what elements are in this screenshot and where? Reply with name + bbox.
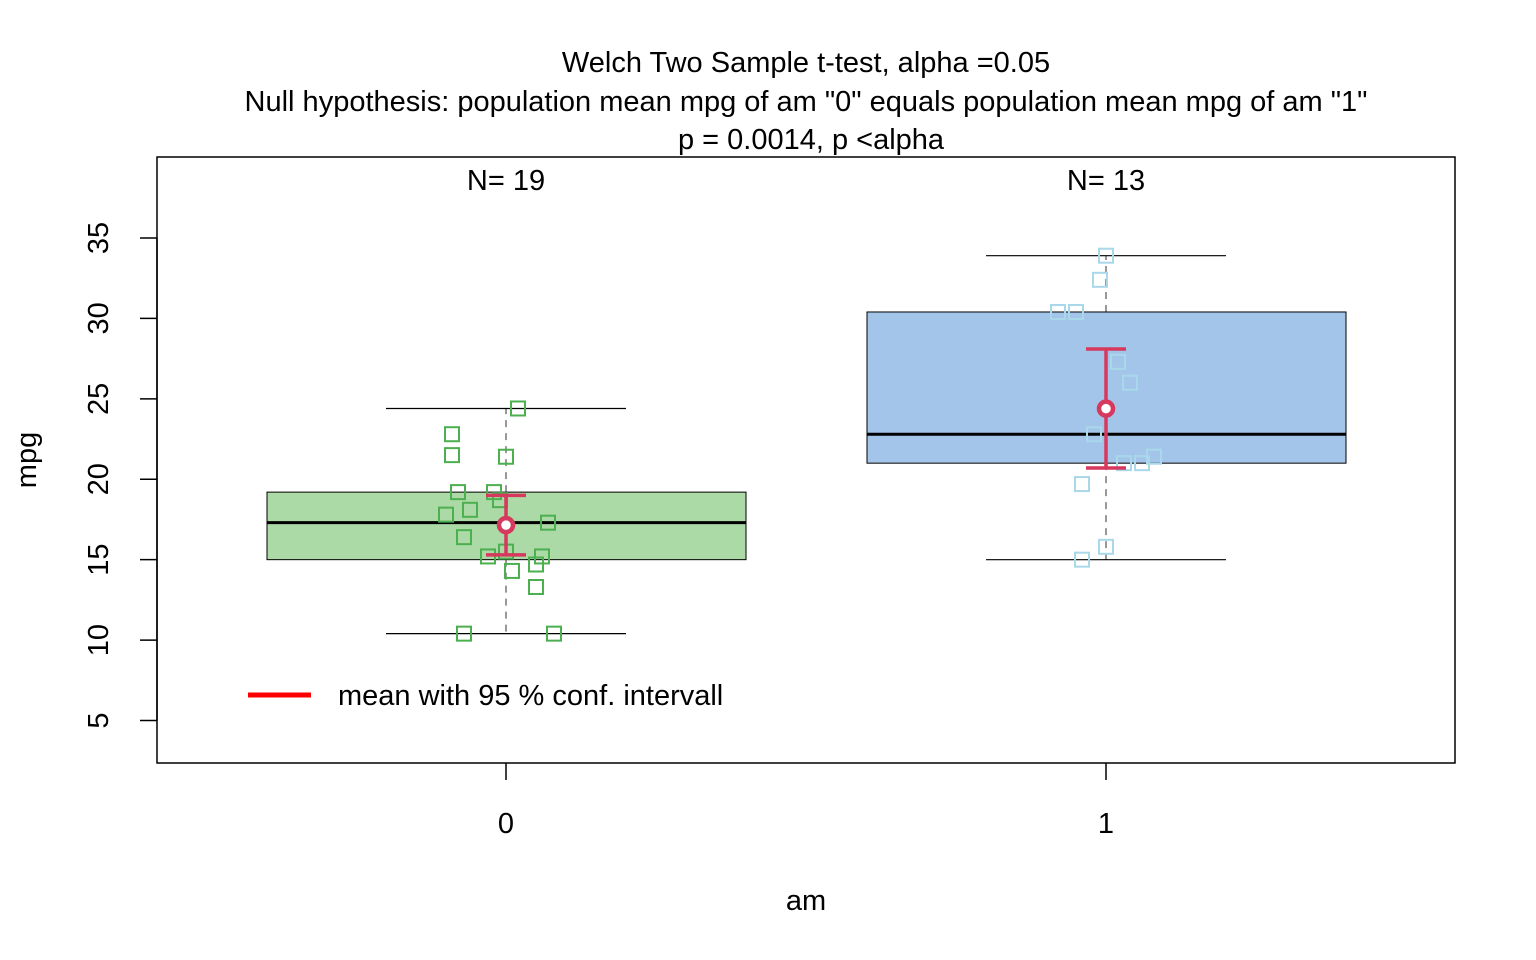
data-point bbox=[504, 562, 520, 579]
data-point bbox=[1092, 271, 1108, 288]
data-point bbox=[540, 514, 556, 531]
x-tick-label: 0 bbox=[498, 808, 514, 840]
data-point bbox=[462, 501, 478, 518]
title-line-2: Null hypothesis: population mean mpg of … bbox=[245, 86, 1368, 118]
title-line-3: p = 0.0014, p <alpha bbox=[678, 124, 945, 156]
data-point bbox=[1110, 353, 1126, 370]
x-axis-label: am bbox=[786, 885, 826, 917]
title-line-1: Welch Two Sample t-test, alpha =0.05 bbox=[562, 47, 1050, 79]
y-tick-label: 30 bbox=[83, 302, 115, 334]
data-point bbox=[1050, 303, 1066, 320]
y-tick-label: 20 bbox=[83, 463, 115, 495]
data-point bbox=[444, 426, 460, 443]
y-tick-label: 5 bbox=[83, 712, 115, 728]
data-point bbox=[1068, 303, 1084, 320]
data-point bbox=[546, 625, 562, 642]
y-axis: 5 10 15 20 25 30 35 bbox=[83, 222, 158, 729]
mean-marker bbox=[496, 515, 516, 535]
y-tick-label: 15 bbox=[83, 544, 115, 576]
data-point bbox=[1134, 455, 1150, 472]
legend: mean with 95 % conf. intervall bbox=[248, 680, 723, 712]
data-point bbox=[528, 556, 544, 573]
chart-title: Welch Two Sample t-test, alpha =0.05 Nul… bbox=[245, 47, 1368, 156]
data-point bbox=[1086, 426, 1102, 443]
data-point bbox=[1074, 476, 1090, 493]
y-axis-label: mpg bbox=[11, 432, 43, 488]
data-point bbox=[450, 484, 466, 501]
y-tick-label: 25 bbox=[83, 383, 115, 415]
data-point bbox=[1116, 455, 1132, 472]
legend-label: mean with 95 % conf. intervall bbox=[338, 680, 723, 712]
data-point bbox=[1098, 538, 1114, 555]
y-tick-label: 10 bbox=[83, 624, 115, 656]
plot-content: N= 19 N= 13 bbox=[266, 165, 1347, 642]
box-group: N= 13 bbox=[866, 165, 1347, 568]
data-point bbox=[510, 400, 526, 417]
n-label: N= 13 bbox=[1067, 165, 1145, 197]
data-point bbox=[528, 579, 544, 596]
data-point bbox=[456, 529, 472, 546]
y-tick-label: 35 bbox=[83, 222, 115, 254]
data-point bbox=[1098, 247, 1114, 264]
box-group: N= 19 bbox=[266, 165, 747, 642]
data-point bbox=[438, 506, 454, 523]
data-point bbox=[456, 625, 472, 642]
data-point bbox=[444, 447, 460, 464]
data-point bbox=[1122, 374, 1138, 391]
data-point bbox=[1074, 551, 1090, 568]
n-label: N= 19 bbox=[467, 165, 545, 197]
x-tick-label: 1 bbox=[1098, 808, 1114, 840]
mean-marker bbox=[1096, 399, 1116, 418]
data-point bbox=[498, 448, 514, 465]
